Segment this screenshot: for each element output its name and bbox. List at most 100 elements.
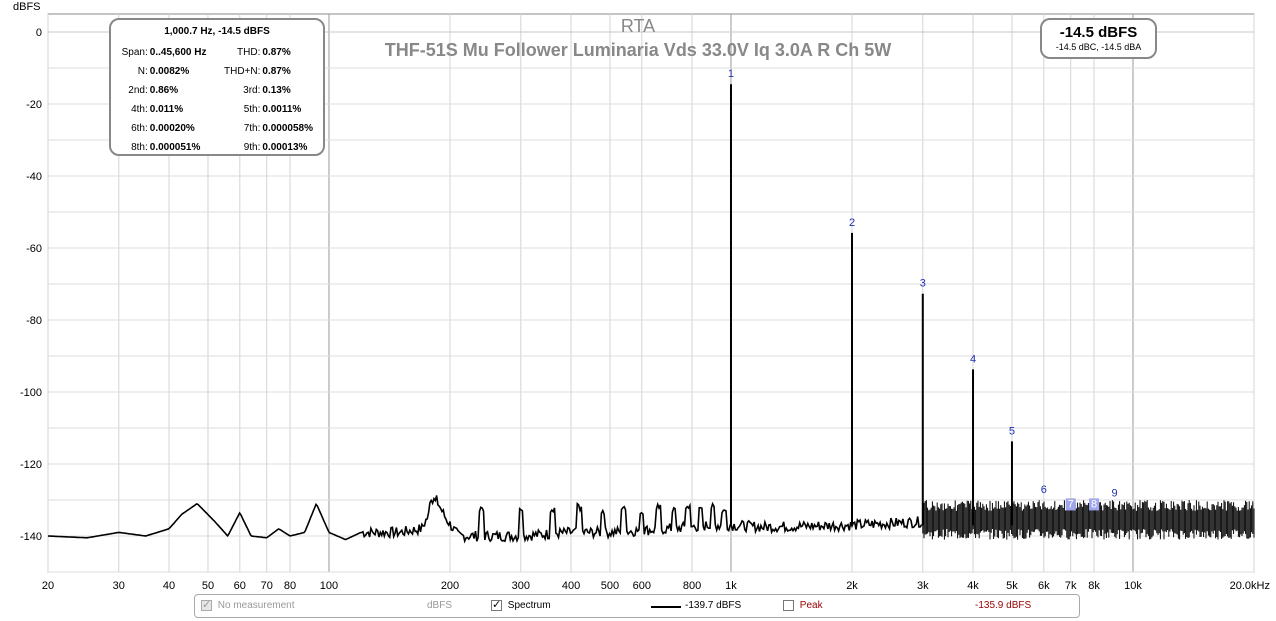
info-cell-k2: 3rd: — [243, 85, 261, 96]
peak-checkbox[interactable] — [783, 600, 794, 611]
y-tick-label: -80 — [26, 315, 42, 327]
x-tick-label: 100 — [320, 580, 338, 592]
x-tick-label: 600 — [633, 580, 651, 592]
info-cell-v2: 0.13% — [262, 85, 291, 96]
x-tick-label: 80 — [284, 580, 296, 592]
x-tick-label: 800 — [683, 580, 701, 592]
y-tick-label: -20 — [26, 99, 42, 111]
info-cell-k1: Span: — [121, 47, 148, 58]
x-tick-label: 20 — [42, 580, 54, 592]
harmonic-marker-box — [1089, 498, 1100, 511]
peak-label: Peak — [799, 600, 823, 612]
info-cell-k2: 7th: — [243, 123, 261, 134]
x-tick-label: 400 — [562, 580, 580, 592]
info-cell-v1: 0.000051% — [149, 142, 201, 153]
harmonic-label: 4 — [970, 353, 976, 365]
axis-ticks: 20 30 40 50 60 70 80 100 200 300 400 500 600 800 1k 2k 3… — [20, 27, 1270, 592]
x-tick-label: 6k — [1038, 580, 1050, 592]
info-row: 6th: 0.00020% 7th: 0.000058% — [113, 119, 323, 138]
y-tick-label: 0 — [36, 27, 42, 39]
info-header: 1,000.7 Hz, -14.5 dBFS — [164, 26, 270, 37]
x-tick-label: 40 — [163, 580, 175, 592]
info-cell-k1: 6th: — [131, 123, 148, 134]
no-measurement-label: No measurement — [217, 600, 295, 612]
x-tick-label: 8k — [1088, 580, 1100, 592]
info-cell-k2: 9th: — [243, 142, 261, 153]
y-tick-label: -40 — [26, 171, 42, 183]
x-tick-label: 7k — [1065, 580, 1077, 592]
y-tick-label: -100 — [20, 387, 42, 399]
info-row: 8th: 0.000051% 9th: 0.00013% — [113, 138, 323, 157]
info-cell-v2: 0.87% — [262, 66, 291, 77]
harmonic-label: 7 — [1068, 498, 1074, 510]
harmonic-spikes — [729, 84, 1013, 526]
harmonic-label: 8 — [1091, 498, 1097, 510]
legend-bar: No measurement dBFS Spectrum -139.7 dBFS… — [194, 594, 1080, 618]
harmonic-label: 9 — [1112, 488, 1118, 500]
info-cell-v2: 0.000058% — [262, 123, 313, 134]
x-tick-label: 30 — [113, 580, 125, 592]
no-measurement-checkbox[interactable] — [201, 598, 212, 611]
x-tick-label: 60 — [234, 580, 246, 592]
info-cell-v1: 0..45,600 Hz — [149, 47, 207, 58]
info-row: N: 0.0082% THD+N: 0.87% — [113, 62, 323, 81]
info-cell-k1: 8th: — [131, 142, 148, 153]
harmonic-label: 3 — [920, 278, 926, 290]
legend-peak[interactable]: Peak — [783, 600, 823, 611]
x-tick-label: 200 — [441, 580, 459, 592]
info-cell-v2: 0.0011% — [262, 104, 302, 115]
x-tick-label: 1k — [725, 580, 737, 592]
no-measurement-unit: dBFS — [427, 600, 453, 611]
info-cell-k1: 4th: — [131, 104, 148, 115]
legend-spectrum[interactable]: Spectrum — [491, 598, 551, 612]
x-tick-label: 300 — [512, 580, 530, 592]
x-tick-label: 500 — [601, 580, 619, 592]
info-cell-k2: THD: — [237, 47, 261, 58]
info-table: Span: 0..45,600 Hz THD: 0.87% N: 0.0082% THD+N… — [113, 43, 323, 157]
level-readout: -14.5 dBFS -14.5 dBC, -14.5 dBA — [1040, 18, 1157, 59]
x-tick-label: 70 — [261, 580, 273, 592]
measurement-info-box: 1,000.7 Hz, -14.5 dBFS Span: 0..45,600 Hz… — [109, 18, 325, 156]
chart-subtitle: THF-51S Mu Follower Luminaria Vds 33.0V … — [385, 40, 891, 60]
info-cell-v1: 0.00020% — [149, 123, 195, 134]
spectrum-checkbox[interactable] — [491, 598, 502, 611]
harmonic-label: 6 — [1041, 484, 1047, 496]
info-cell-k1: 2nd: — [128, 85, 148, 96]
info-cell-v2: 0.00013% — [262, 142, 308, 153]
spectrum-trace — [47, 495, 923, 544]
info-row: 4th: 0.011% 5th: 0.0011% — [113, 100, 323, 119]
x-tick-label: 2k — [846, 580, 858, 592]
chart-title: RTA — [621, 16, 655, 36]
peak-value: -135.9 dBFS — [975, 600, 1032, 611]
level-sub: -14.5 dBC, -14.5 dBA — [1055, 42, 1142, 52]
x-tick-label: 50 — [202, 580, 214, 592]
harmonic-marker-box — [1065, 498, 1076, 511]
info-row: Span: 0..45,600 Hz THD: 0.87% — [113, 43, 323, 62]
info-cell-k1: N: — [137, 66, 148, 77]
x-tick-label: 5k — [1006, 580, 1018, 592]
level-main: -14.5 dBFS — [1059, 24, 1138, 41]
harmonic-label: 2 — [849, 217, 855, 229]
info-cell-v1: 0.86% — [149, 85, 179, 96]
info-cell-k2: 5th: — [243, 104, 261, 115]
y-axis-label: dBFS — [13, 1, 41, 13]
x-tick-label: 10k — [1124, 580, 1142, 592]
legend-no-measurement[interactable]: No measurement — [201, 598, 295, 612]
harmonic-label: 5 — [1009, 425, 1015, 437]
info-row: 2nd: 0.86% 3rd: 0.13% — [113, 81, 323, 100]
info-cell-v2: 0.87% — [262, 47, 291, 58]
x-tick-label: 4k — [967, 580, 979, 592]
x-tick-label: 20.0kHz — [1230, 580, 1270, 592]
harmonic-labels: 1 2 3 4 5 6 7 8 9 — [728, 68, 1118, 511]
y-tick-label: -120 — [20, 459, 42, 471]
info-cell-v1: 0.0082% — [149, 66, 190, 77]
harmonic-label: 1 — [728, 68, 734, 80]
spectrum-value: -139.7 dBFS — [685, 600, 742, 611]
y-tick-label: -60 — [26, 243, 42, 255]
info-cell-v1: 0.011% — [149, 104, 184, 115]
x-tick-label: 3k — [917, 580, 929, 592]
spectrum-line-swatch — [651, 606, 681, 608]
spectrum-label: Spectrum — [507, 600, 551, 612]
info-cell-k2: THD+N: — [223, 66, 261, 77]
y-tick-label: -140 — [20, 531, 42, 543]
